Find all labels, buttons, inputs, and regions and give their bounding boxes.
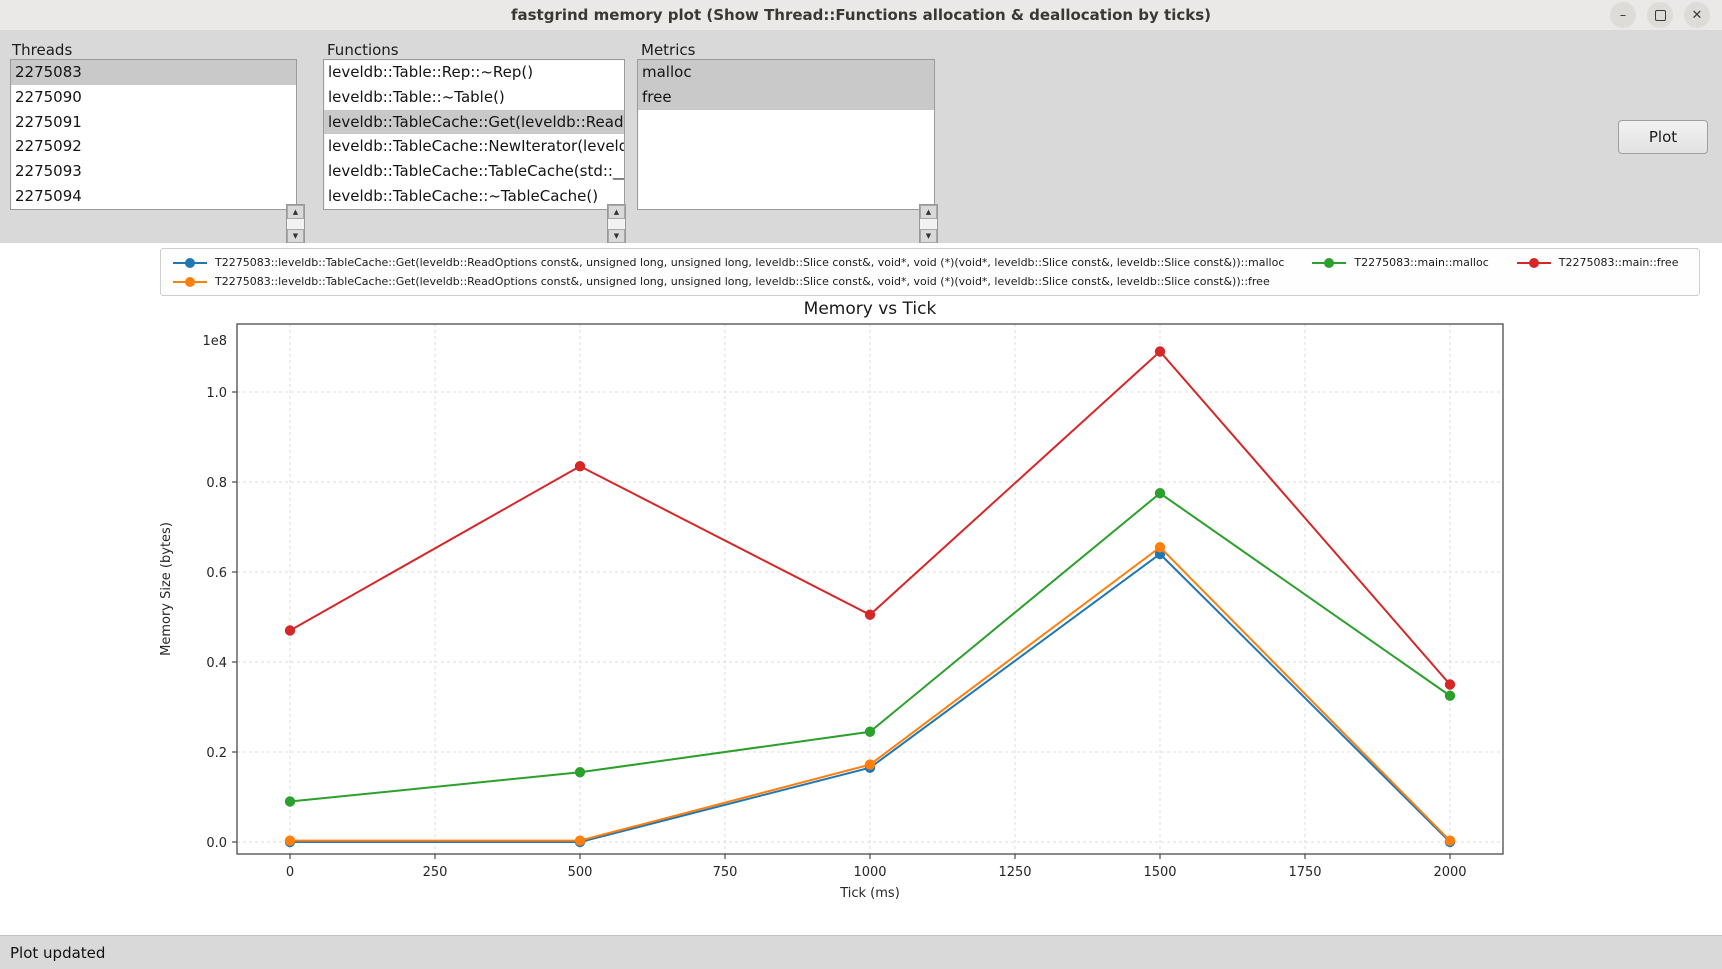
- figure-area: T2275083::leveldb::TableCache::Get(level…: [0, 243, 1722, 935]
- legend-marker-icon: [173, 276, 207, 287]
- list-item[interactable]: leveldb::TableCache::~TableCache(): [328, 186, 599, 205]
- close-button[interactable]: ✕: [1684, 2, 1710, 28]
- threads-scrollbar[interactable]: ▲ ▼: [286, 204, 305, 244]
- scroll-up-icon[interactable]: ▲: [287, 205, 304, 219]
- scroll-down-icon[interactable]: ▼: [287, 229, 304, 243]
- svg-text:1.0: 1.0: [206, 386, 227, 401]
- scroll-track[interactable]: [920, 219, 937, 229]
- chart-legend: T2275083::leveldb::TableCache::Get(level…: [160, 248, 1700, 296]
- svg-text:1250: 1250: [998, 865, 1031, 880]
- svg-text:0.2: 0.2: [206, 746, 227, 761]
- plot-button[interactable]: Plot: [1618, 120, 1708, 154]
- scroll-up-icon[interactable]: ▲: [920, 205, 937, 219]
- maximize-button[interactable]: [1647, 2, 1673, 28]
- svg-text:Memory Size (bytes): Memory Size (bytes): [159, 522, 174, 656]
- legend-item: T2275083::leveldb::TableCache::Get(level…: [173, 275, 1270, 288]
- metrics-list[interactable]: malloc free: [637, 59, 935, 210]
- list-item[interactable]: leveldb::Table::~Table(): [328, 87, 505, 106]
- metrics-label: Metrics: [641, 41, 696, 59]
- svg-text:1000: 1000: [853, 865, 886, 880]
- status-bar: Plot updated: [0, 935, 1722, 969]
- maximize-icon: [1654, 9, 1666, 21]
- title-bar: fastgrind memory plot (Show Thread::Func…: [0, 0, 1722, 31]
- memory-vs-tick-chart: 0 250 500 750 1000 1250 1500 1750 2000 0.0 0.2 0.4 0…: [159, 299, 1504, 901]
- legend-item: T2275083::main::free: [1516, 256, 1679, 269]
- list-item[interactable]: 2275083: [11, 60, 296, 85]
- svg-text:1e8: 1e8: [202, 334, 227, 349]
- list-item[interactable]: leveldb::TableCache::NewIterator(leveldb: [328, 137, 624, 156]
- legend-marker-icon: [1312, 257, 1347, 268]
- list-item[interactable]: 2275091: [15, 112, 82, 131]
- selection-panel: Threads Functions Metrics 2275083 2275090…: [0, 30, 1722, 244]
- legend-label: T2275083::main::malloc: [1354, 256, 1489, 269]
- list-item[interactable]: 2275093: [15, 162, 82, 181]
- list-item[interactable]: 2275092: [15, 137, 82, 156]
- legend-label: T2275083::main::free: [1558, 256, 1679, 269]
- legend-marker-icon: [1516, 257, 1551, 268]
- scroll-track[interactable]: [608, 219, 625, 229]
- svg-text:1500: 1500: [1143, 865, 1176, 880]
- functions-scrollbar[interactable]: ▲ ▼: [607, 204, 626, 244]
- legend-row: T2275083::leveldb::TableCache::Get(level…: [173, 253, 1699, 272]
- svg-text:250: 250: [423, 865, 448, 880]
- minimize-button[interactable]: –: [1610, 2, 1636, 28]
- legend-row: T2275083::leveldb::TableCache::Get(level…: [173, 272, 1699, 291]
- list-item[interactable]: 2275094: [15, 186, 82, 205]
- svg-text:750: 750: [713, 865, 738, 880]
- svg-text:Tick (ms): Tick (ms): [839, 886, 900, 901]
- list-item[interactable]: malloc: [638, 60, 934, 85]
- list-item[interactable]: leveldb::Table::Rep::~Rep(): [328, 63, 534, 81]
- svg-text:0.6: 0.6: [206, 566, 227, 581]
- scroll-down-icon[interactable]: ▼: [920, 229, 937, 243]
- minimize-icon: –: [1619, 7, 1627, 23]
- legend-marker-icon: [173, 257, 207, 268]
- legend-item: T2275083::main::malloc: [1312, 256, 1489, 269]
- legend-item: T2275083::leveldb::TableCache::Get(level…: [173, 256, 1284, 269]
- svg-text:0.8: 0.8: [206, 476, 227, 491]
- svg-text:Memory vs Tick: Memory vs Tick: [804, 299, 937, 319]
- svg-text:2000: 2000: [1433, 865, 1466, 880]
- svg-text:0: 0: [286, 865, 294, 880]
- threads-list[interactable]: 2275083 2275090 2275091 2275092 2275093 22750…: [10, 59, 297, 210]
- threads-label: Threads: [12, 41, 73, 59]
- metrics-scrollbar[interactable]: ▲ ▼: [919, 204, 938, 244]
- functions-label: Functions: [327, 41, 399, 59]
- functions-list[interactable]: leveldb::Table::Rep::~Rep()leveldb::Tabl…: [323, 59, 625, 210]
- scroll-up-icon[interactable]: ▲: [608, 205, 625, 219]
- status-text: Plot updated: [10, 944, 106, 962]
- list-item[interactable]: 2275090: [15, 87, 82, 106]
- list-item[interactable]: leveldb::TableCache::Get(leveldb::ReadO: [324, 109, 624, 135]
- scroll-down-icon[interactable]: ▼: [608, 229, 625, 243]
- list-item[interactable]: leveldb::TableCache::TableCache(std::__: [328, 162, 624, 181]
- scroll-track[interactable]: [287, 219, 304, 229]
- svg-text:500: 500: [568, 865, 593, 880]
- legend-label: T2275083::leveldb::TableCache::Get(level…: [215, 256, 1285, 269]
- svg-text:0.4: 0.4: [206, 656, 227, 671]
- list-item[interactable]: free: [638, 84, 934, 110]
- svg-text:0.0: 0.0: [206, 836, 227, 851]
- legend-label: T2275083::leveldb::TableCache::Get(level…: [215, 275, 1270, 288]
- svg-text:1750: 1750: [1288, 865, 1321, 880]
- window-title: fastgrind memory plot (Show Thread::Func…: [510, 6, 1212, 24]
- close-icon: ✕: [1691, 7, 1703, 23]
